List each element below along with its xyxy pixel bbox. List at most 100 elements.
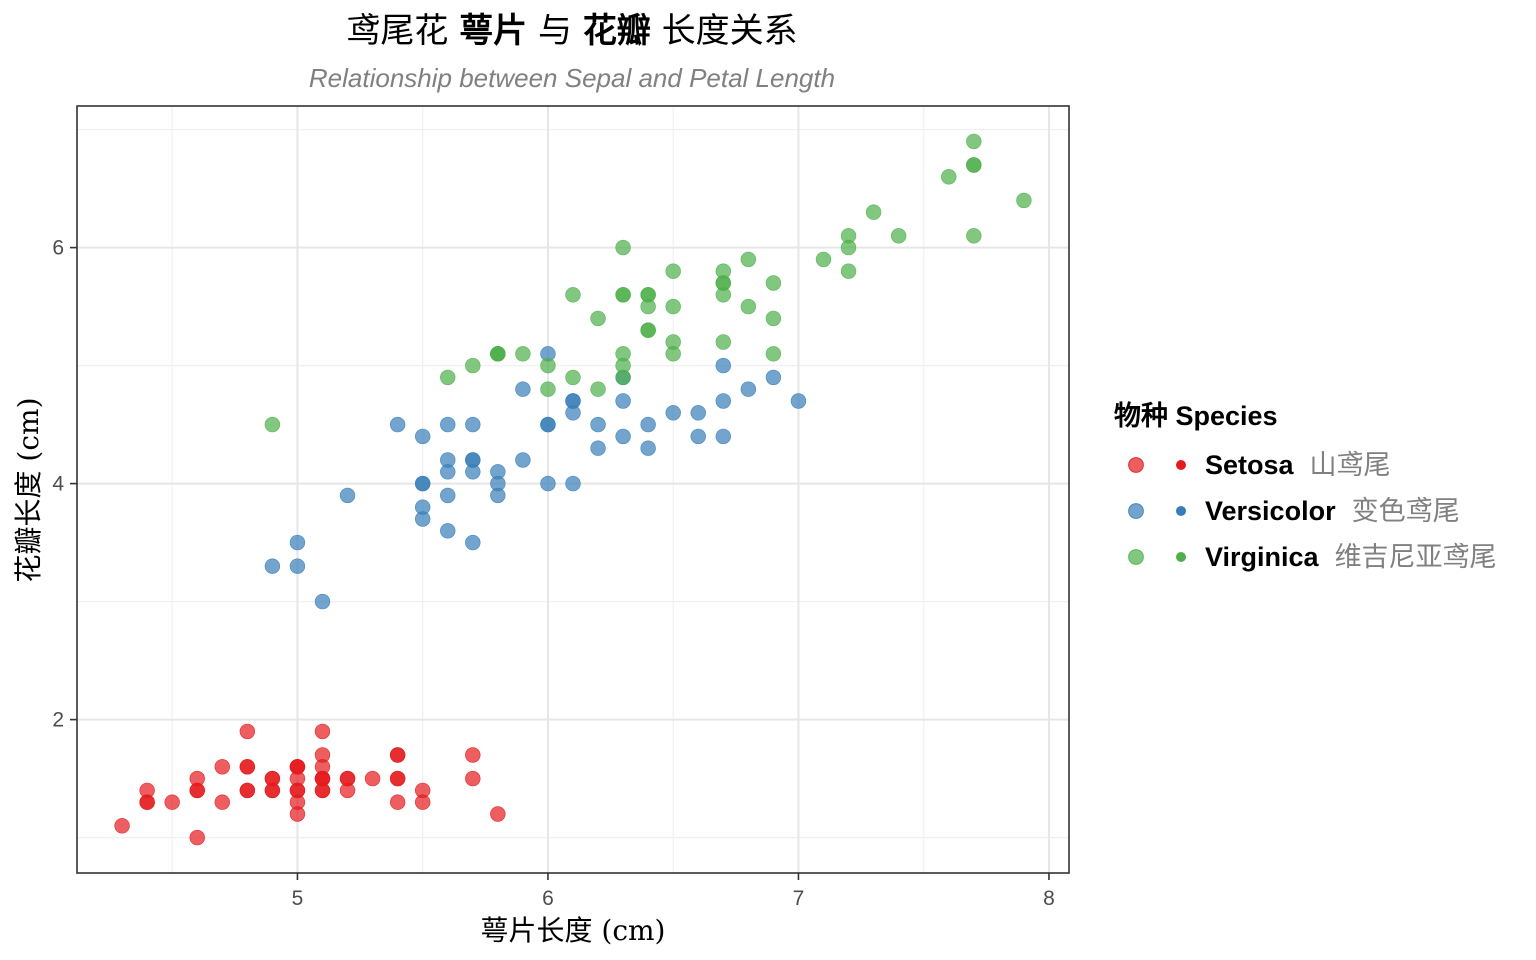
scatter-point-versicolor — [465, 534, 481, 551]
legend-key-point — [1128, 549, 1144, 565]
scatter-point-virginica — [590, 310, 606, 327]
scatter-point-virginica — [665, 298, 681, 315]
legend-label: Setosa 山鸢尾 — [1205, 450, 1391, 481]
x-tick-label: 6 — [542, 887, 554, 910]
scatter-point-versicolor — [590, 440, 606, 456]
legend-key-dot — [1176, 552, 1186, 562]
scatter-point-setosa — [189, 829, 205, 846]
scatter-point-setosa — [214, 759, 230, 775]
scatter-point-virginica — [565, 287, 581, 303]
scatter-point-virginica — [840, 263, 857, 279]
x-axis-ticks: 5 6 7 8 — [292, 873, 1055, 910]
scatter-point-setosa — [339, 770, 356, 787]
scatter-point-versicolor — [765, 369, 782, 386]
scatter-point-virginica — [715, 275, 732, 291]
scatter-point-versicolor — [590, 416, 606, 433]
scatter-point-versicolor — [690, 428, 706, 445]
scatter-point-virginica — [665, 263, 681, 279]
scatter-point-setosa — [389, 770, 406, 787]
scatter-point-versicolor — [715, 357, 732, 374]
scatter-point-virginica — [490, 346, 506, 362]
scatter-point-virginica — [890, 228, 907, 244]
scatter-point-virginica — [941, 169, 957, 185]
legend-label-cn: 维吉尼亚鸢尾 — [1335, 542, 1497, 573]
plot-panel-border — [76, 105, 1070, 874]
data-points — [114, 133, 1032, 846]
scatter-point-setosa — [289, 759, 306, 775]
scatter-point-setosa — [389, 747, 406, 763]
x-tick-label: 5 — [292, 887, 304, 910]
legend-items: Setosa 山鸢尾 Versicolor 变色鸢尾 Virginica 维吉尼亚鸢尾 — [1128, 450, 1497, 573]
scatter-point-versicolor — [540, 475, 556, 492]
x-tick-label: 8 — [1043, 887, 1055, 910]
scatter-point-setosa — [264, 782, 281, 799]
scatter-point-versicolor — [565, 475, 581, 492]
scatter-point-versicolor — [540, 416, 556, 433]
scatter-point-virginica — [615, 287, 631, 303]
scatter-point-versicolor — [665, 405, 681, 421]
chart-title-segment: 萼片 — [459, 11, 527, 51]
legend-item-versicolor: Versicolor 变色鸢尾 — [1128, 496, 1460, 527]
scatter-point-versicolor — [640, 440, 656, 456]
scatter-point-virginica — [540, 357, 556, 374]
scatter-point-setosa — [490, 806, 506, 822]
scatter-point-versicolor — [414, 475, 431, 492]
chart-title-segment: 与 — [527, 11, 583, 51]
scatter-point-setosa — [364, 770, 381, 787]
scatter-point-setosa — [239, 723, 256, 740]
scatter-point-setosa — [289, 782, 306, 799]
chart-title: 鸢尾花 萼片 与 花瓣 长度关系 — [346, 11, 797, 51]
legend-label-en: Virginica — [1205, 542, 1320, 572]
scatter-point-versicolor — [615, 393, 631, 409]
scatter-point-versicolor — [715, 393, 732, 409]
scatter-point-virginica — [640, 322, 656, 338]
x-axis-title: 萼片长度 (cm) — [481, 914, 666, 947]
scatter-point-setosa — [139, 794, 155, 810]
legend-label: Virginica 维吉尼亚鸢尾 — [1205, 542, 1497, 573]
scatter-point-versicolor — [339, 487, 356, 504]
scatter-point-virginica — [865, 204, 882, 220]
scatter-point-setosa — [465, 770, 481, 787]
scatter-point-versicolor — [715, 428, 732, 445]
scatter-point-versicolor — [414, 511, 431, 527]
scatter-point-versicolor — [389, 416, 406, 433]
y-axis-ticks: 2 4 6 — [52, 237, 77, 732]
scatter-point-versicolor — [440, 487, 456, 504]
scatter-point-versicolor — [790, 393, 807, 409]
scatter-point-setosa — [214, 794, 230, 810]
scatter-point-virginica — [264, 416, 281, 433]
scatter-point-versicolor — [490, 475, 506, 492]
scatter-point-virginica — [615, 357, 631, 374]
scatter-point-virginica — [840, 239, 857, 256]
scatter-point-setosa — [314, 723, 331, 740]
scatter-point-versicolor — [515, 381, 531, 397]
scatter-point-versicolor — [289, 534, 306, 551]
scatter-point-virginica — [540, 381, 556, 397]
scatter-point-versicolor — [440, 416, 456, 433]
legend-key-point — [1128, 457, 1144, 473]
scatter-point-virginica — [615, 239, 631, 256]
scatter-point-setosa — [414, 794, 431, 810]
plot-panel — [76, 105, 1070, 874]
scatter-point-setosa — [389, 794, 406, 810]
legend-item-setosa: Setosa 山鸢尾 — [1128, 450, 1391, 481]
scatter-point-setosa — [114, 818, 130, 834]
scatter-point-virginica — [740, 298, 757, 315]
legend-label-en: Versicolor — [1205, 496, 1336, 526]
chart-title-segment: 长度关系 — [651, 11, 798, 51]
legend-key-point — [1128, 503, 1144, 519]
legend-title: 物种 Species — [1114, 401, 1278, 431]
scatter-point-versicolor — [640, 416, 656, 433]
scatter-point-versicolor — [465, 464, 481, 480]
scatter-point-virginica — [815, 251, 832, 268]
scatter-point-versicolor — [414, 428, 431, 445]
scatter-point-versicolor — [440, 523, 456, 539]
x-tick-label: 7 — [793, 887, 805, 910]
scatter-point-virginica — [565, 369, 581, 386]
y-tick-label: 6 — [52, 237, 64, 260]
legend-label: Versicolor 变色鸢尾 — [1205, 496, 1460, 527]
scatter-point-virginica — [640, 298, 656, 315]
scatter-point-virginica — [765, 275, 782, 291]
scatter-point-virginica — [440, 369, 456, 386]
